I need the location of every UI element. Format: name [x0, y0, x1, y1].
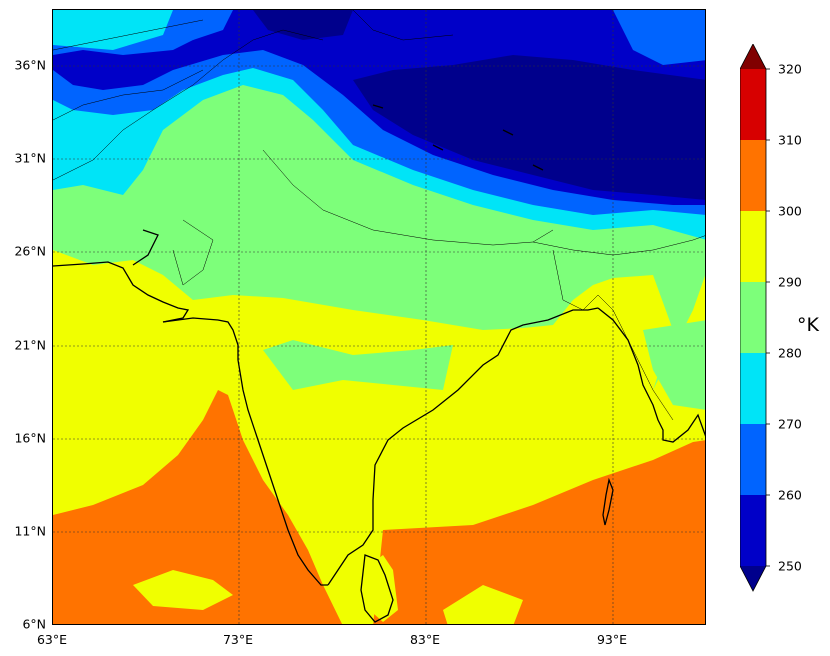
lat-tick-11n: 11°N — [14, 523, 46, 539]
fill-green-central — [263, 340, 453, 390]
lat-tick-21n: 21°N — [14, 337, 46, 353]
colorbar-tick-270: 270 — [778, 416, 802, 432]
lat-tick-16n: 16°N — [14, 430, 46, 446]
colorbar-tick-260: 260 — [778, 487, 802, 503]
colorbar-band-250-260 — [740, 495, 766, 566]
colorbar-over-arrow — [740, 44, 766, 69]
fill-green-east — [643, 320, 705, 410]
lat-tick-31n: 31°N — [14, 150, 46, 166]
lat-tick-6n: 6°N — [22, 616, 46, 632]
colorbar-ticks — [766, 68, 770, 567]
temperature-map — [52, 9, 706, 625]
colorbar-tick-320: 320 — [778, 61, 802, 77]
lat-tick-36n: 36°N — [14, 57, 46, 73]
coastlines — [53, 104, 705, 623]
colorbar-band-300-310 — [740, 140, 766, 211]
colorbar-tick-280: 280 — [778, 345, 802, 361]
colorbar-band-310-320 — [740, 69, 766, 140]
colorbar-tick-310: 310 — [778, 132, 802, 148]
fill-dark-navy-north — [253, 10, 353, 40]
fill-yellow-patch-2 — [443, 585, 523, 624]
fill-yellow-patch — [133, 570, 233, 610]
colorbar-unit-label: °K — [797, 314, 819, 336]
fill-blue-top-patch — [173, 10, 233, 40]
map-canvas — [53, 10, 705, 624]
colorbar-band-290-300 — [740, 211, 766, 282]
colorbar-under-arrow — [740, 566, 766, 591]
lat-tick-26n: 26°N — [14, 243, 46, 259]
country-borders — [53, 10, 705, 421]
lon-tick-83e: 83°E — [409, 632, 441, 647]
fill-blue-topright-patch — [613, 10, 705, 65]
colorbar-tick-290: 290 — [778, 274, 802, 290]
colorbar-band-270-280 — [740, 353, 766, 424]
gridlines — [53, 10, 705, 624]
fill-orange-bay-of-bengal — [373, 440, 705, 624]
lon-tick-93e: 93°E — [596, 632, 628, 647]
lon-tick-63e: 63°E — [36, 632, 68, 647]
colorbar-tick-300: 300 — [778, 203, 802, 219]
lon-tick-73e: 73°E — [222, 632, 254, 647]
colorbar-band-260-270 — [740, 424, 766, 495]
colorbar-band-280-290 — [740, 282, 766, 353]
colorbar — [740, 44, 770, 592]
colorbar-tick-250: 250 — [778, 558, 802, 574]
fill-yellow-srilanka — [363, 555, 398, 622]
fill-dark-navy-tibet — [353, 55, 705, 200]
fill-cyan-top-patch — [53, 10, 173, 50]
fill-orange-arabian-sea — [53, 390, 343, 624]
